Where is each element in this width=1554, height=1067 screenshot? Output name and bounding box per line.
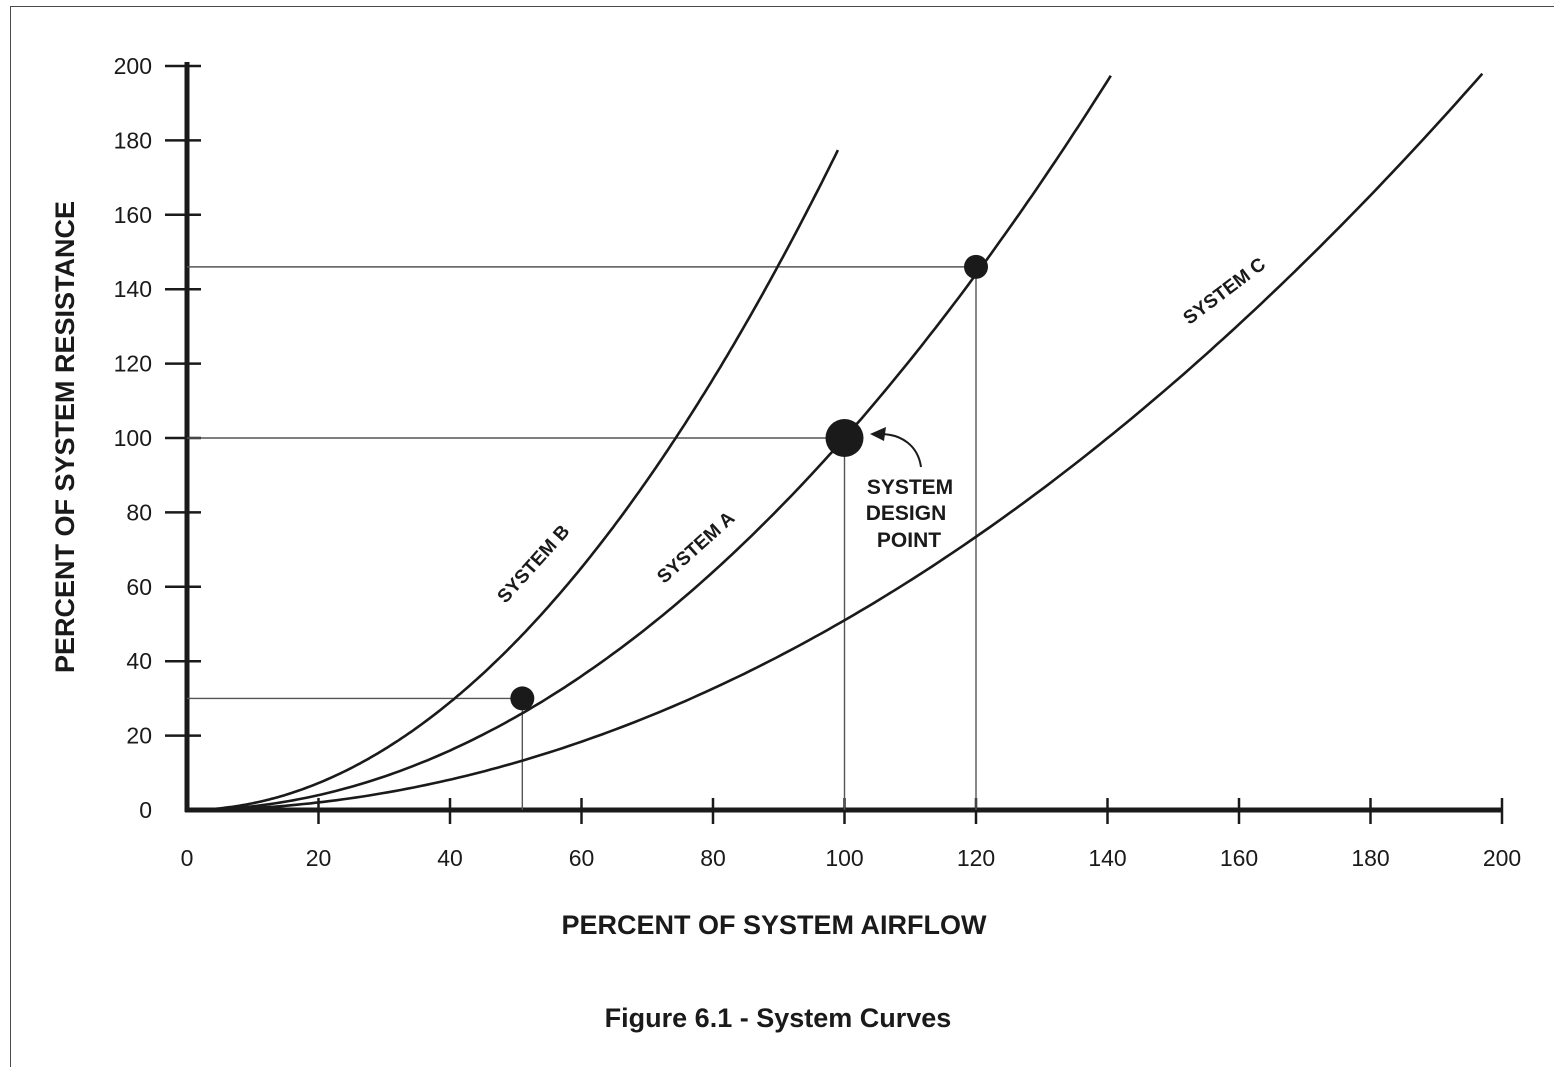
- design-point-label-line-2: DESIGN: [866, 502, 947, 525]
- x-tick-label-120: 120: [957, 845, 995, 871]
- y-tick-label-40: 40: [126, 648, 152, 674]
- figure-caption: Figure 6.1 - System Curves: [605, 1003, 952, 1033]
- x-tick-label-140: 140: [1088, 845, 1126, 871]
- y-tick-label-60: 60: [126, 574, 152, 600]
- design-point-marker: [825, 419, 864, 457]
- operating-point-marker-0: [510, 686, 535, 711]
- design-point-arrow: [879, 433, 922, 468]
- points-layer: [510, 254, 988, 711]
- x-tick-label-40: 40: [437, 845, 463, 871]
- x-tick-label-100: 100: [825, 845, 863, 871]
- y-tick-label-20: 20: [126, 723, 152, 749]
- x-tick-label-80: 80: [700, 845, 726, 871]
- series-label-system-c: SYSTEM C: [1180, 254, 1270, 329]
- design-point-arrowhead-icon: [870, 427, 886, 441]
- y-tick-label-200: 200: [114, 53, 152, 79]
- y-tick-label-0: 0: [139, 797, 152, 823]
- y-tick-label-180: 180: [114, 127, 152, 153]
- curves-layer: [187, 72, 1484, 812]
- axes-layer: 0 20 40 60 80 100 120 140 160 180 200 0 20 40 60 80 100 1…: [114, 53, 1522, 871]
- series-label-system-a: SYSTEM A: [653, 508, 739, 588]
- y-tick-label-140: 140: [114, 276, 152, 302]
- x-tick-label-0: 0: [181, 845, 194, 871]
- y-tick-label-100: 100: [114, 425, 152, 451]
- system-curves-chart: 0 20 40 60 80 100 120 140 160 180 200 0 20 40 60 80 100 1…: [50, 53, 1522, 1033]
- x-tick-label-180: 180: [1351, 845, 1389, 871]
- y-axis-title: PERCENT OF SYSTEM RESISTANCE: [50, 201, 80, 673]
- operating-point-marker-2: [964, 254, 988, 279]
- x-tick-label-60: 60: [569, 845, 595, 871]
- x-tick-label-20: 20: [306, 845, 332, 871]
- series-line-system-a: [187, 75, 1112, 812]
- series-line-system-c: [187, 72, 1484, 812]
- x-axis-title: PERCENT OF SYSTEM AIRFLOW: [562, 910, 988, 940]
- reference-lines-layer: [187, 266, 977, 810]
- x-tick-label-200: 200: [1483, 845, 1521, 871]
- series-line-system-b: [187, 149, 840, 812]
- x-tick-label-160: 160: [1220, 845, 1258, 871]
- figure-frame: [10, 6, 1554, 1067]
- y-tick-label-80: 80: [126, 499, 152, 525]
- series-label-system-b: SYSTEM B: [494, 521, 575, 607]
- y-tick-label-120: 120: [114, 351, 152, 377]
- design-point-label-line-1: SYSTEM: [867, 476, 953, 499]
- design-point-label-line-3: POINT: [877, 529, 941, 552]
- y-tick-label-160: 160: [114, 202, 152, 228]
